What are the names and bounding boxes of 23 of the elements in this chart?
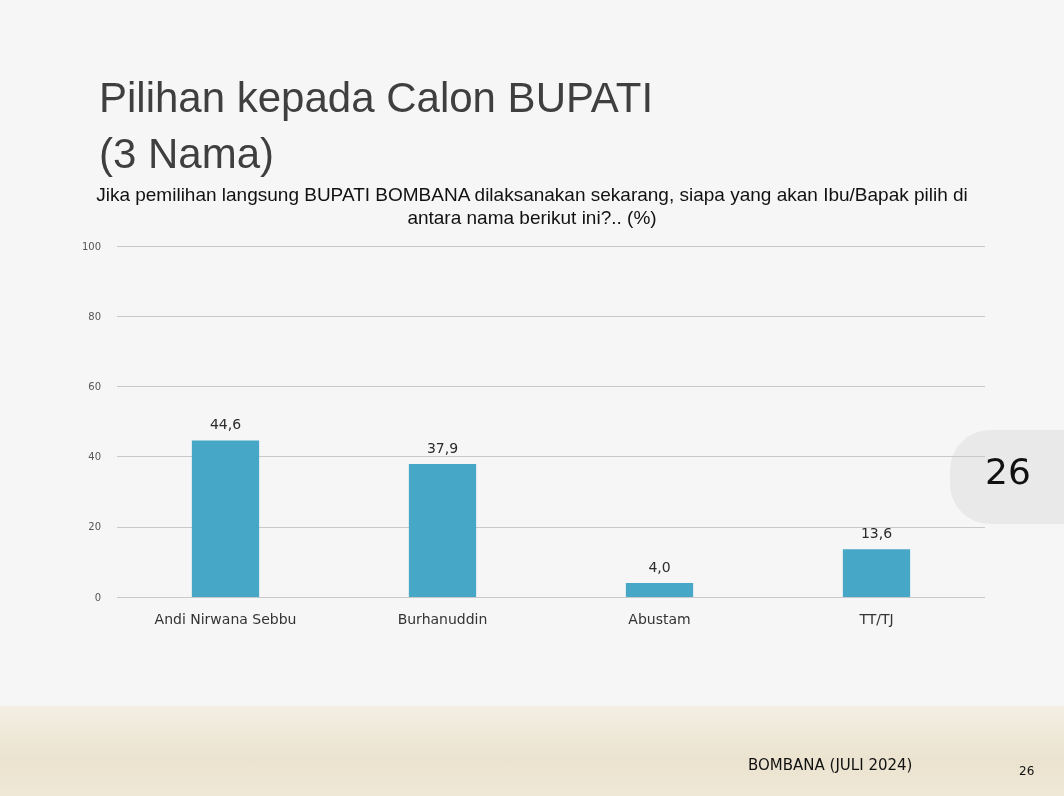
- y-tick-label: 0: [94, 591, 101, 603]
- bar: [408, 463, 477, 597]
- bar: [191, 440, 260, 597]
- x-tick-label: TT/TJ: [858, 611, 894, 627]
- y-tick-label: 20: [88, 521, 101, 533]
- chart-title: Pilihan kepada Calon BUPATI (3 Nama): [99, 73, 655, 179]
- x-tick-label: Andi Nirwana Sebbu: [154, 611, 297, 627]
- data-label: 37,9: [426, 439, 459, 456]
- y-tick-label: 40: [88, 451, 101, 463]
- y-tick-label: 60: [88, 380, 101, 392]
- annotation: 26: [985, 451, 1031, 492]
- x-tick-label: Burhanuddin: [397, 611, 488, 627]
- data-label: 13,6: [860, 525, 893, 542]
- bar: [625, 582, 694, 597]
- y-tick-label: 100: [81, 240, 101, 252]
- chart-subtitle: Jika pemilihan langsung BUPATI BOMBANA dilaksanakan sekarang, siapa yang akan Ibu/Bapak pilih di antara nama berikut ini?.. (%): [95, 183, 969, 229]
- text: BOMBANA (JULI 2024): [748, 756, 913, 774]
- data-label: 44,6: [209, 416, 242, 433]
- data-label: 4,0: [648, 558, 671, 575]
- y-tick-label: 80: [88, 310, 101, 322]
- text: 26: [1019, 764, 1035, 779]
- bar: [842, 549, 911, 597]
- x-tick-label: Abustam: [628, 611, 691, 627]
